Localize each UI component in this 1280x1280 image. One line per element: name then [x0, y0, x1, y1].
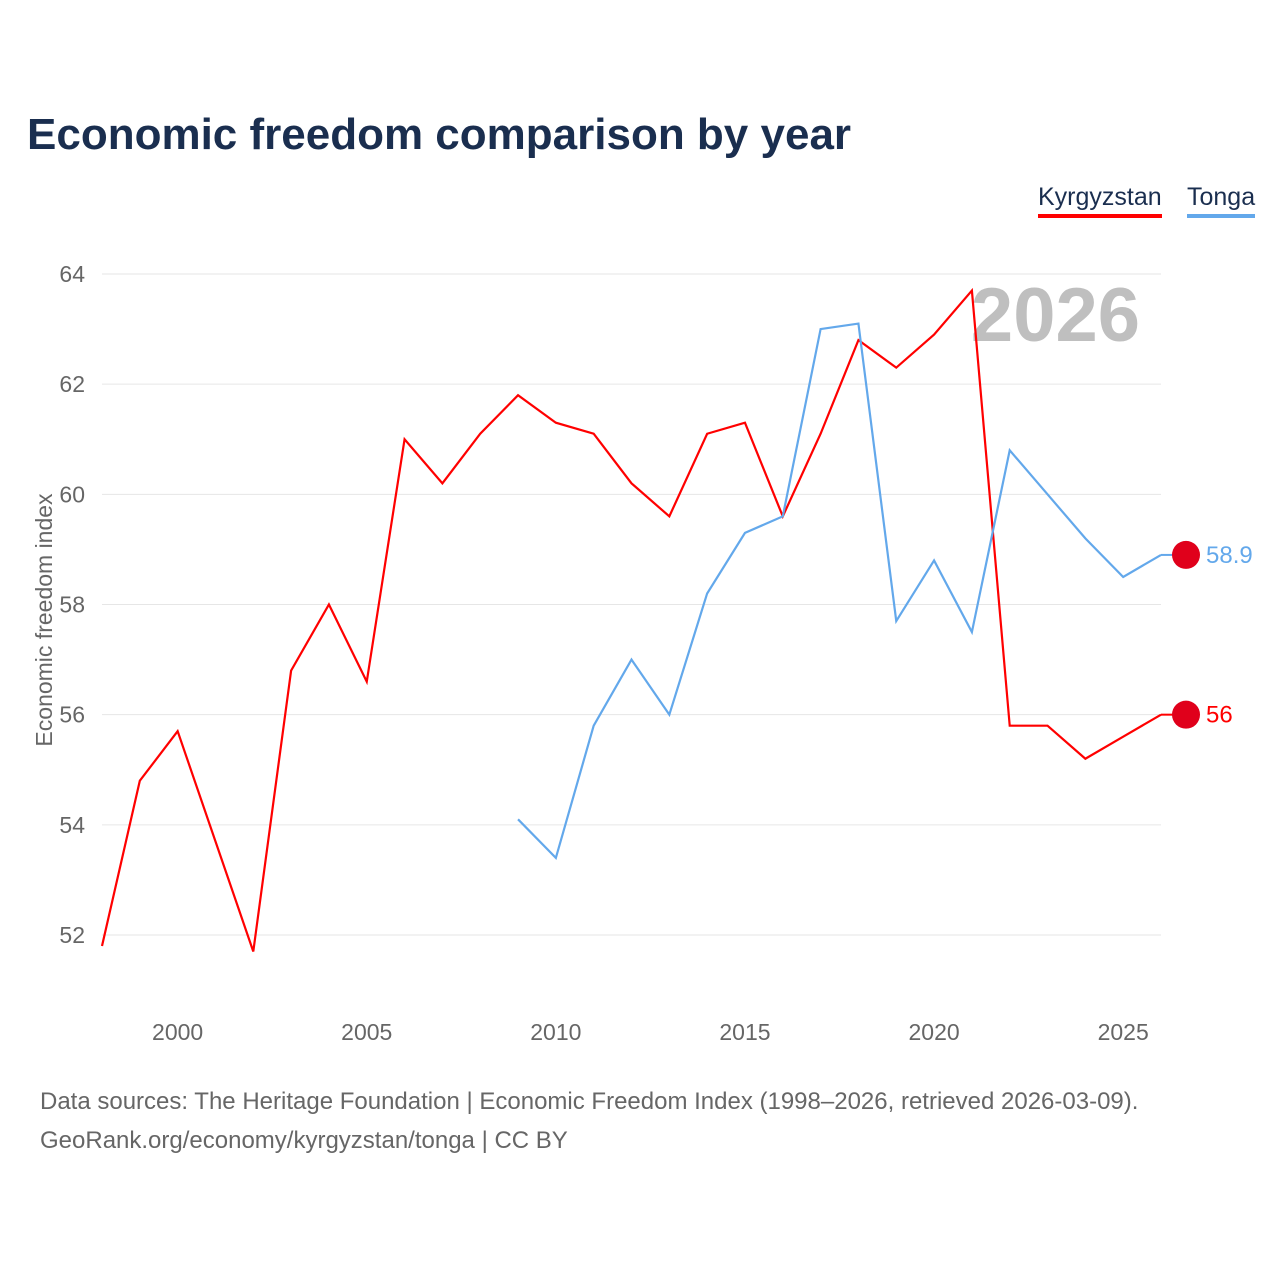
- x-tick-label: 2000: [152, 1019, 203, 1045]
- x-tick-label: 2010: [530, 1019, 581, 1045]
- legend-tonga[interactable]: Tonga: [1187, 183, 1256, 218]
- y-tick-label: 52: [59, 922, 85, 948]
- end-value-label: 58.9: [1206, 542, 1253, 569]
- y-tick-label: 60: [59, 481, 85, 507]
- end-value-label: 56: [1206, 702, 1233, 729]
- series-line-tonga: [517, 322, 1162, 861]
- source-url: GeoRank.org/economy/kyrgyzstan/tonga | C…: [40, 1127, 568, 1154]
- x-tick-label: 2005: [341, 1019, 392, 1045]
- y-axis-label: Economic freedom index: [31, 493, 57, 747]
- y-tick-label: 56: [59, 702, 85, 728]
- flag-icon-kyrgyzstan: [1172, 700, 1200, 729]
- series-line-kyrgyzstan: [100, 287, 1162, 952]
- x-tick-label: 2020: [908, 1019, 959, 1045]
- flag-icon-tonga: [1172, 540, 1200, 569]
- y-tick-label: 54: [59, 812, 85, 838]
- x-tick-label: 2025: [1098, 1019, 1149, 1045]
- x-tick-label: 2015: [719, 1019, 770, 1045]
- y-tick-label: 58: [59, 592, 85, 618]
- y-tick-label: 62: [59, 371, 85, 397]
- chart-title: Economic freedom comparison by year: [27, 110, 852, 159]
- legend-kyrgyzstan[interactable]: Kyrgyzstan: [1038, 183, 1162, 218]
- source-text: Data sources: The Heritage Foundation | …: [40, 1088, 1139, 1115]
- y-tick-label: 64: [59, 261, 85, 287]
- year-label: 2026: [971, 273, 1140, 358]
